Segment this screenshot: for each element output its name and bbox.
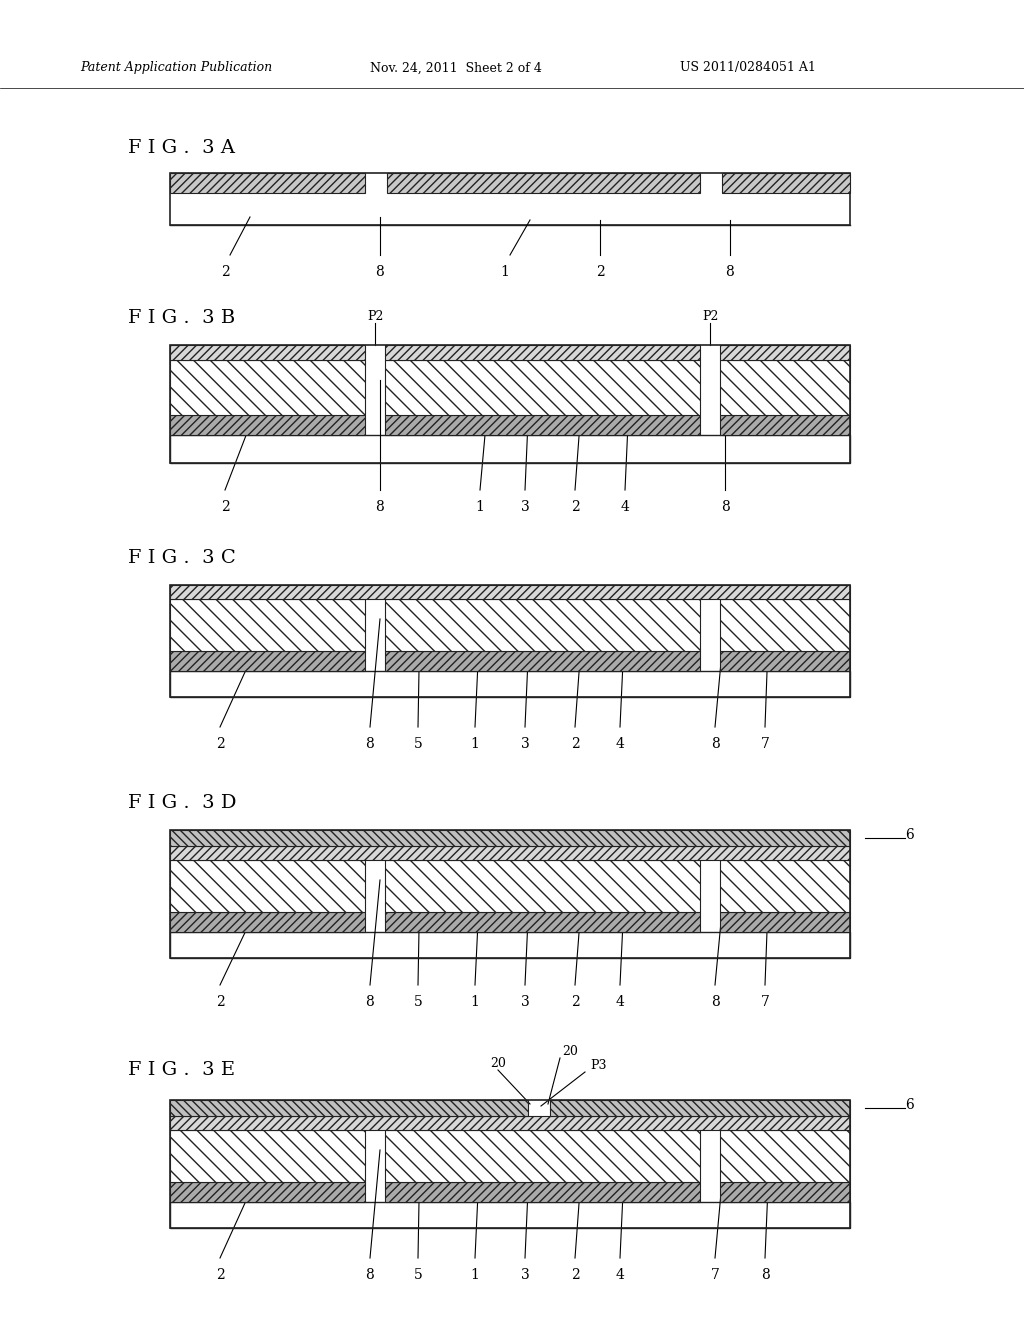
Text: 6: 6 xyxy=(905,828,913,842)
Text: 5: 5 xyxy=(414,1269,422,1282)
Text: F I G .  3 D: F I G . 3 D xyxy=(128,795,237,812)
Bar xyxy=(170,1115,850,1130)
Text: 2: 2 xyxy=(570,995,580,1008)
Bar xyxy=(385,1181,700,1203)
Text: 2: 2 xyxy=(570,500,580,513)
Bar xyxy=(385,912,700,932)
Text: 8: 8 xyxy=(726,265,734,279)
Text: F I G .  3 C: F I G . 3 C xyxy=(128,549,236,568)
Bar xyxy=(170,360,365,414)
Text: 7: 7 xyxy=(761,737,769,751)
Text: 6: 6 xyxy=(905,1098,913,1111)
Bar xyxy=(170,585,850,697)
Bar xyxy=(720,1181,850,1203)
Text: 8: 8 xyxy=(366,1269,375,1282)
Text: 5: 5 xyxy=(414,737,422,751)
Text: 4: 4 xyxy=(615,1269,625,1282)
Bar xyxy=(170,1181,365,1203)
Text: 1: 1 xyxy=(471,737,479,751)
Text: 2: 2 xyxy=(570,737,580,751)
Text: 4: 4 xyxy=(615,995,625,1008)
Text: Patent Application Publication: Patent Application Publication xyxy=(80,62,272,74)
Text: P3: P3 xyxy=(590,1059,606,1072)
Bar xyxy=(170,861,365,912)
Bar xyxy=(170,585,850,599)
Bar xyxy=(385,861,700,912)
Bar xyxy=(387,173,700,193)
Bar xyxy=(170,173,850,224)
Text: 1: 1 xyxy=(471,995,479,1008)
Text: 3: 3 xyxy=(520,995,529,1008)
Text: P2: P2 xyxy=(701,310,718,323)
Text: 2: 2 xyxy=(216,1269,224,1282)
Text: 4: 4 xyxy=(615,737,625,751)
Bar xyxy=(385,599,700,651)
Text: 8: 8 xyxy=(721,500,729,513)
Text: 2: 2 xyxy=(220,500,229,513)
Bar xyxy=(385,345,700,360)
Text: 8: 8 xyxy=(711,737,720,751)
Bar xyxy=(170,830,850,846)
Bar xyxy=(170,651,365,671)
Bar xyxy=(170,1203,850,1228)
Bar xyxy=(720,414,850,436)
Bar xyxy=(720,651,850,671)
Text: 8: 8 xyxy=(376,500,384,513)
Text: 3: 3 xyxy=(520,737,529,751)
Text: 3: 3 xyxy=(520,500,529,513)
Text: F I G .  3 B: F I G . 3 B xyxy=(128,309,236,327)
Text: 2: 2 xyxy=(596,265,604,279)
Bar xyxy=(720,1130,850,1181)
Bar xyxy=(170,912,365,932)
Text: 2: 2 xyxy=(216,995,224,1008)
Text: 4: 4 xyxy=(621,500,630,513)
Bar xyxy=(550,1100,850,1115)
Bar xyxy=(170,173,365,193)
Text: F I G .  3 E: F I G . 3 E xyxy=(128,1061,234,1078)
Bar xyxy=(170,345,365,360)
Bar xyxy=(170,846,850,861)
Bar xyxy=(385,360,700,414)
Bar xyxy=(170,599,365,651)
Text: 8: 8 xyxy=(366,737,375,751)
Bar xyxy=(385,414,700,436)
Text: 8: 8 xyxy=(366,995,375,1008)
Text: 7: 7 xyxy=(711,1269,720,1282)
Text: US 2011/0284051 A1: US 2011/0284051 A1 xyxy=(680,62,816,74)
Text: 5: 5 xyxy=(414,995,422,1008)
Bar xyxy=(170,671,850,697)
Text: F I G .  3 A: F I G . 3 A xyxy=(128,139,234,157)
Text: 20: 20 xyxy=(490,1057,506,1071)
Text: 2: 2 xyxy=(570,1269,580,1282)
Bar xyxy=(170,345,850,463)
Text: Nov. 24, 2011  Sheet 2 of 4: Nov. 24, 2011 Sheet 2 of 4 xyxy=(370,62,542,74)
Text: 2: 2 xyxy=(216,737,224,751)
Bar xyxy=(170,414,365,436)
Text: 1: 1 xyxy=(501,265,509,279)
Bar xyxy=(170,1130,365,1181)
Bar xyxy=(170,1100,850,1228)
Bar xyxy=(720,360,850,414)
Bar xyxy=(170,830,850,958)
Text: 8: 8 xyxy=(376,265,384,279)
Text: 20: 20 xyxy=(562,1045,578,1059)
Bar xyxy=(720,599,850,651)
Text: 8: 8 xyxy=(761,1269,769,1282)
Bar xyxy=(720,345,850,360)
Text: 3: 3 xyxy=(520,1269,529,1282)
Text: 2: 2 xyxy=(220,265,229,279)
Bar xyxy=(170,436,850,463)
Bar xyxy=(385,1130,700,1181)
Text: 7: 7 xyxy=(761,995,769,1008)
Text: 8: 8 xyxy=(711,995,720,1008)
Text: P2: P2 xyxy=(367,310,383,323)
Bar xyxy=(170,932,850,958)
Bar xyxy=(385,651,700,671)
Bar xyxy=(720,912,850,932)
Text: 1: 1 xyxy=(471,1269,479,1282)
Bar xyxy=(720,861,850,912)
Bar xyxy=(722,173,850,193)
Text: 1: 1 xyxy=(475,500,484,513)
Bar xyxy=(170,1100,528,1115)
